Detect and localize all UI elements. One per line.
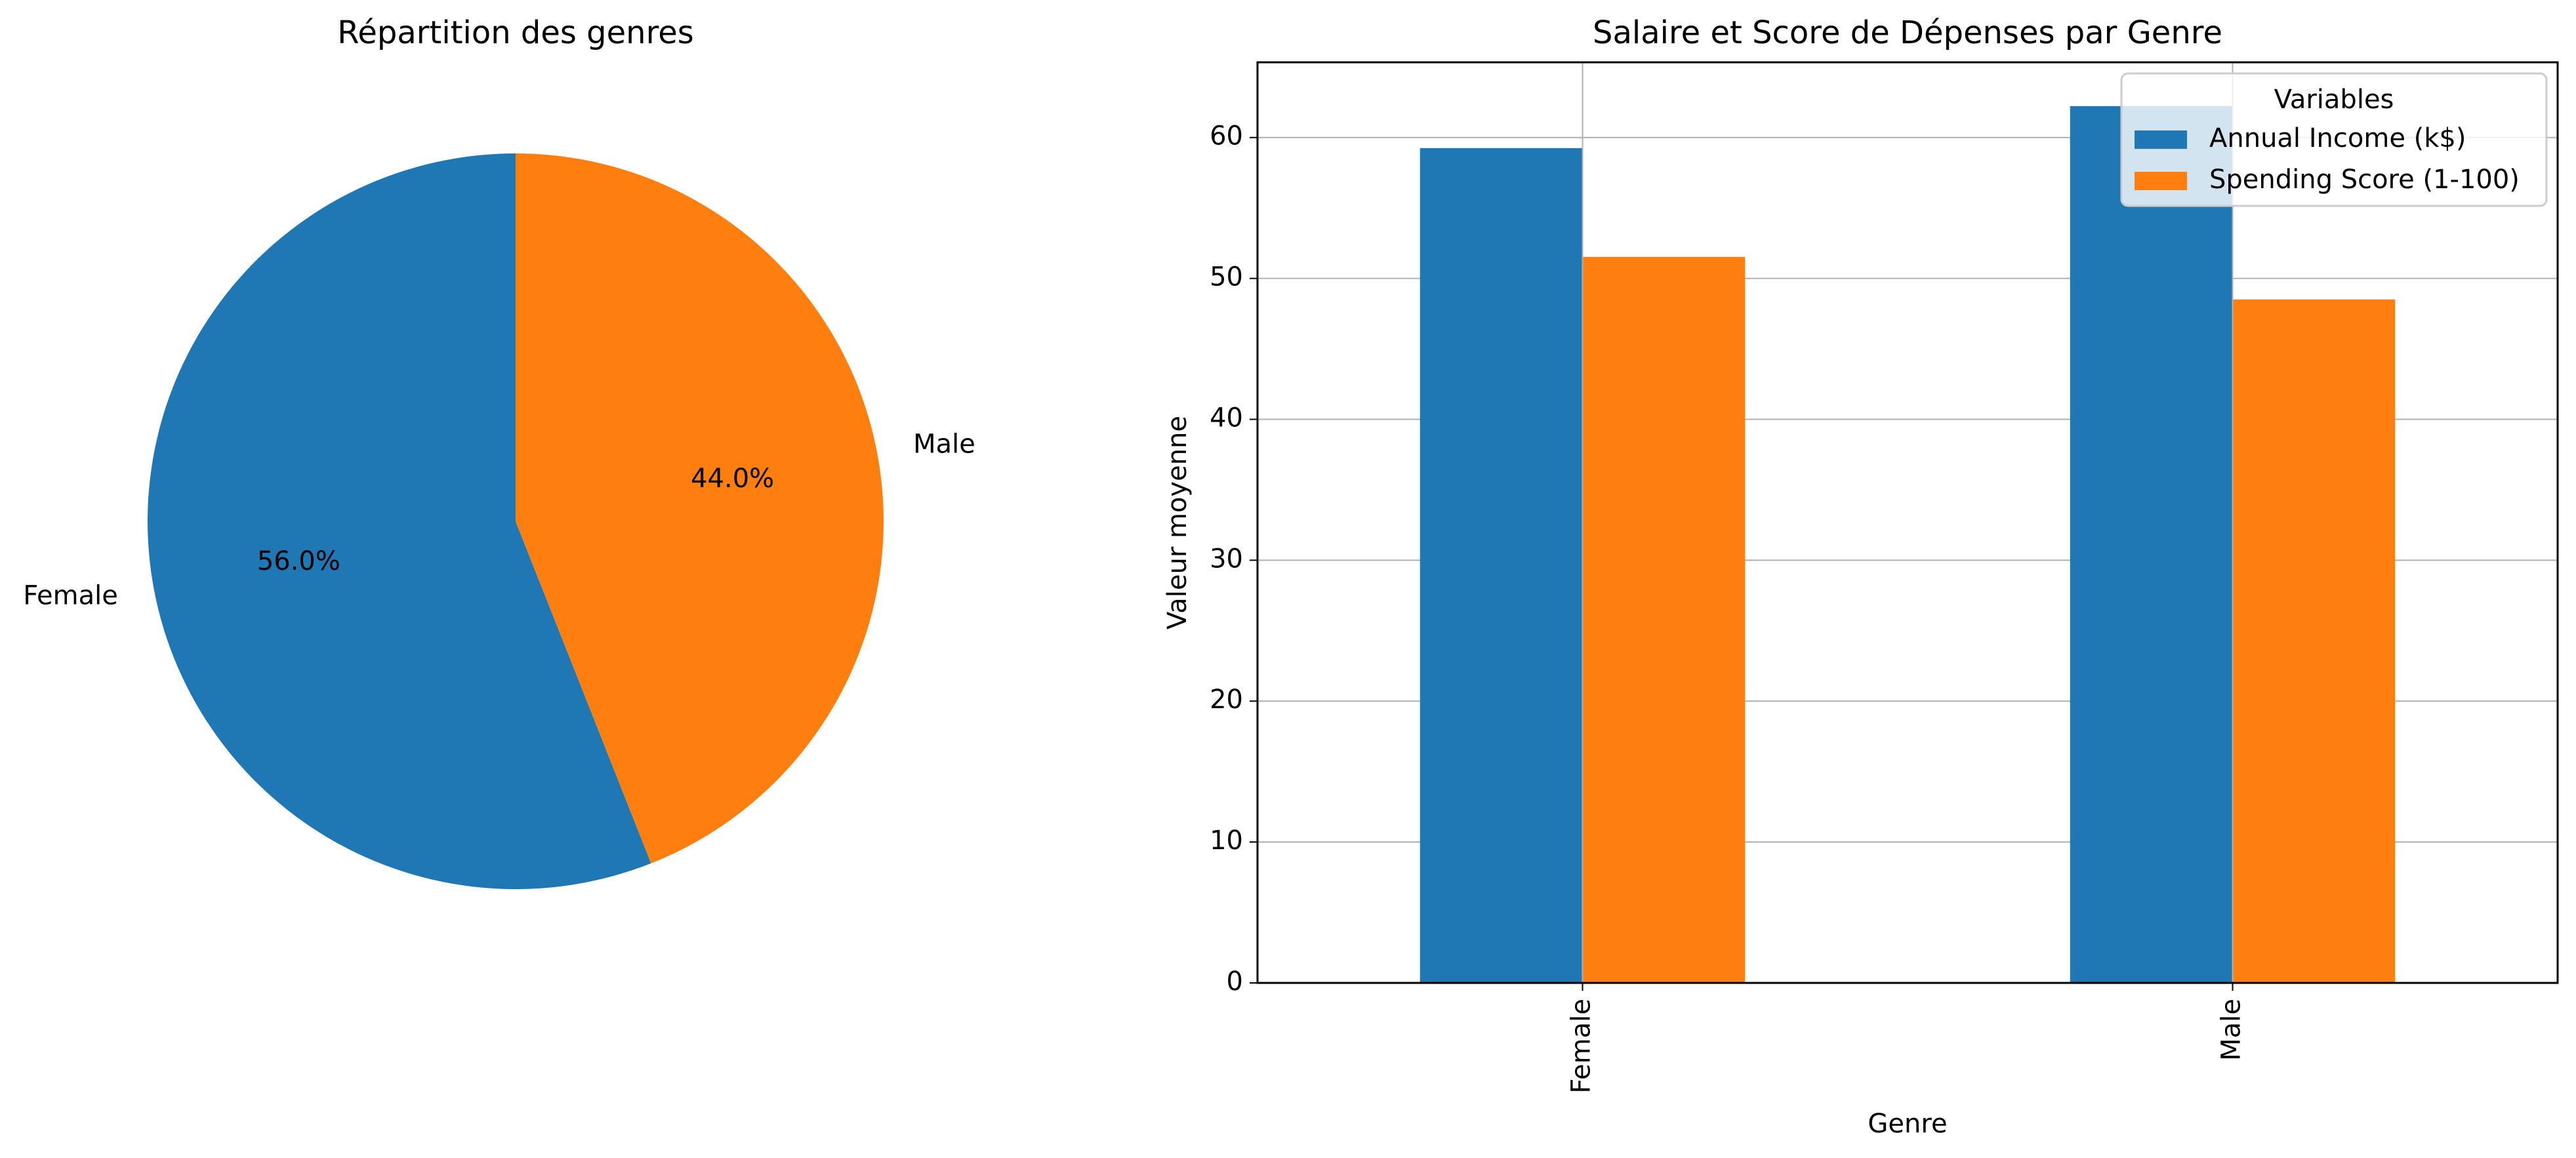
pie-chart: Répartition des genres Female 56.0% Male 44… [23,14,975,889]
bar-male-annual-income [2070,106,2233,984]
y-tick-label: 30 [1210,544,1243,574]
y-tick-label: 50 [1210,262,1243,292]
y-tick-label: 40 [1210,403,1243,433]
y-tick-label: 20 [1210,685,1243,715]
legend-swatch [2135,130,2187,149]
bar-bars [1420,106,2396,984]
pie-labels: Female 56.0% Male 44.0% [23,429,975,610]
y-tick-label: 60 [1210,121,1243,151]
bar-chart: Salaire et Score de Dépenses par Genre 0… [1162,14,2559,1139]
x-tick-label-female: Female [1566,999,1597,1094]
bar-title: Salaire et Score de Dépenses par Genre [1593,14,2222,51]
y-tick-label: 0 [1227,967,1243,997]
y-axis-label: Valeur moyenne [1162,416,1193,629]
bar-female-annual-income [1420,148,1583,983]
pie-label-male: Male [913,429,975,459]
legend-swatch [2135,172,2187,190]
plot-frame [1256,61,2559,984]
pie-percent-female: 56.0% [257,546,340,576]
bar-male-spending-score [2232,299,2396,983]
bar-xgrid [1582,62,2234,983]
legend-label: Annual Income (k$) [2209,123,2466,153]
pie-slice-female [147,153,651,889]
legend-entries: Annual Income (k$) Spending Score (1-100) [2135,123,2520,195]
x-tick-label-male: Male [2217,999,2247,1061]
bar-female-spending-score [1582,256,1746,984]
y-tick-label: 10 [1210,826,1243,856]
pie-title: Répartition des genres [337,14,694,51]
x-axis-label: Genre [1868,1109,1947,1139]
x-axis-ticks: Female Male [1566,983,2247,1094]
legend-label: Spending Score (1-100) [2209,165,2520,195]
legend-box [2120,72,2548,207]
pie-label-female: Female [23,581,118,611]
legend-title: Variables [2274,85,2394,115]
y-axis-ticks: 0 10 20 30 40 50 60 [1210,121,1257,997]
pie-slices [147,153,884,889]
pie-percent-male: 44.0% [691,464,774,494]
pie-slice-male [516,153,884,864]
legend: Variables Annual Income (k$) Spending Sco… [2120,72,2548,207]
